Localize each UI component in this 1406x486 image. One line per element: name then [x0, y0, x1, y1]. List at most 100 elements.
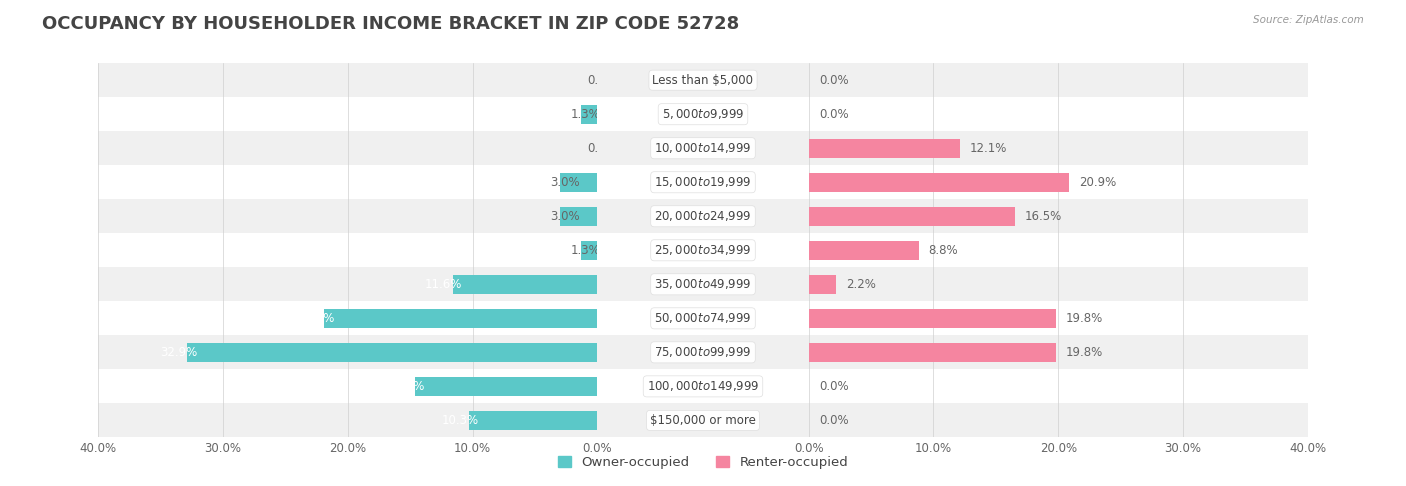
Bar: [585, 301, 598, 335]
Text: Less than $5,000: Less than $5,000: [652, 74, 754, 87]
Bar: [585, 131, 598, 165]
Bar: [598, 131, 808, 165]
Bar: [468, 411, 598, 430]
Bar: [808, 403, 821, 437]
Bar: [808, 335, 821, 369]
Text: $15,000 to $19,999: $15,000 to $19,999: [654, 175, 752, 189]
Bar: [703, 301, 808, 335]
Text: 0.0%: 0.0%: [818, 380, 848, 393]
Bar: [703, 233, 808, 267]
Text: $150,000 or more: $150,000 or more: [650, 414, 756, 427]
Bar: [808, 207, 1015, 226]
Bar: [808, 335, 1308, 369]
Text: $20,000 to $24,999: $20,000 to $24,999: [654, 209, 752, 223]
Text: 1.3%: 1.3%: [571, 244, 600, 257]
Bar: [598, 165, 808, 199]
Text: 2.2%: 2.2%: [846, 278, 876, 291]
Text: 11.6%: 11.6%: [425, 278, 463, 291]
Bar: [560, 173, 598, 191]
Bar: [585, 335, 598, 369]
Bar: [703, 131, 808, 165]
Text: 12.1%: 12.1%: [970, 142, 1007, 155]
Bar: [808, 97, 1308, 131]
Text: OCCUPANCY BY HOUSEHOLDER INCOME BRACKET IN ZIP CODE 52728: OCCUPANCY BY HOUSEHOLDER INCOME BRACKET …: [42, 15, 740, 33]
Bar: [703, 97, 808, 131]
Bar: [98, 267, 598, 301]
Bar: [703, 369, 808, 403]
Bar: [585, 199, 598, 233]
Bar: [808, 369, 1308, 403]
Text: 20.9%: 20.9%: [1080, 176, 1116, 189]
Text: $50,000 to $74,999: $50,000 to $74,999: [654, 312, 752, 325]
Text: 0.0%: 0.0%: [818, 108, 848, 121]
Text: $35,000 to $49,999: $35,000 to $49,999: [654, 278, 752, 291]
Bar: [703, 165, 808, 199]
Bar: [808, 275, 837, 294]
Bar: [808, 165, 1308, 199]
Bar: [325, 309, 598, 328]
Bar: [98, 131, 598, 165]
Bar: [808, 301, 821, 335]
Bar: [585, 233, 598, 267]
Text: 21.9%: 21.9%: [297, 312, 335, 325]
Bar: [808, 63, 821, 97]
Bar: [703, 403, 808, 437]
Bar: [598, 97, 808, 131]
Bar: [808, 301, 1308, 335]
Bar: [585, 97, 598, 131]
Bar: [808, 403, 1308, 437]
Bar: [808, 131, 821, 165]
Bar: [703, 267, 808, 301]
Text: 3.0%: 3.0%: [550, 210, 579, 223]
Bar: [98, 165, 598, 199]
Bar: [598, 369, 808, 403]
Bar: [808, 63, 1308, 97]
Bar: [98, 335, 598, 369]
Text: 10.3%: 10.3%: [441, 414, 478, 427]
Bar: [808, 199, 821, 233]
Bar: [98, 233, 598, 267]
Bar: [98, 301, 598, 335]
Bar: [585, 165, 598, 199]
Bar: [808, 267, 1308, 301]
Bar: [598, 199, 808, 233]
Bar: [808, 369, 821, 403]
Bar: [703, 63, 808, 97]
Text: 19.8%: 19.8%: [1066, 312, 1102, 325]
Bar: [598, 233, 808, 267]
Text: $10,000 to $14,999: $10,000 to $14,999: [654, 141, 752, 155]
Bar: [585, 403, 598, 437]
Text: 3.0%: 3.0%: [550, 176, 579, 189]
Text: $5,000 to $9,999: $5,000 to $9,999: [662, 107, 744, 121]
Bar: [453, 275, 598, 294]
Bar: [598, 63, 808, 97]
Text: $75,000 to $99,999: $75,000 to $99,999: [654, 346, 752, 359]
Bar: [808, 139, 960, 157]
Text: 0.0%: 0.0%: [818, 74, 848, 87]
Bar: [585, 369, 598, 403]
Text: 1.3%: 1.3%: [571, 108, 600, 121]
Text: 16.5%: 16.5%: [1025, 210, 1062, 223]
Text: 14.6%: 14.6%: [388, 380, 425, 393]
Text: $100,000 to $149,999: $100,000 to $149,999: [647, 380, 759, 393]
Bar: [581, 241, 598, 260]
Text: 32.9%: 32.9%: [160, 346, 197, 359]
Bar: [98, 403, 598, 437]
Bar: [808, 267, 821, 301]
Bar: [808, 241, 918, 260]
Legend: Owner-occupied, Renter-occupied: Owner-occupied, Renter-occupied: [553, 451, 853, 474]
Text: 8.8%: 8.8%: [928, 244, 957, 257]
Bar: [598, 403, 808, 437]
Bar: [808, 165, 821, 199]
Bar: [598, 301, 808, 335]
Bar: [808, 97, 821, 131]
Text: 0.0%: 0.0%: [588, 142, 617, 155]
Text: 0.0%: 0.0%: [818, 414, 848, 427]
Bar: [98, 97, 598, 131]
Bar: [415, 377, 598, 396]
Text: $25,000 to $34,999: $25,000 to $34,999: [654, 243, 752, 257]
Bar: [560, 207, 598, 226]
Text: Source: ZipAtlas.com: Source: ZipAtlas.com: [1253, 15, 1364, 25]
Bar: [808, 173, 1070, 191]
Bar: [808, 233, 1308, 267]
